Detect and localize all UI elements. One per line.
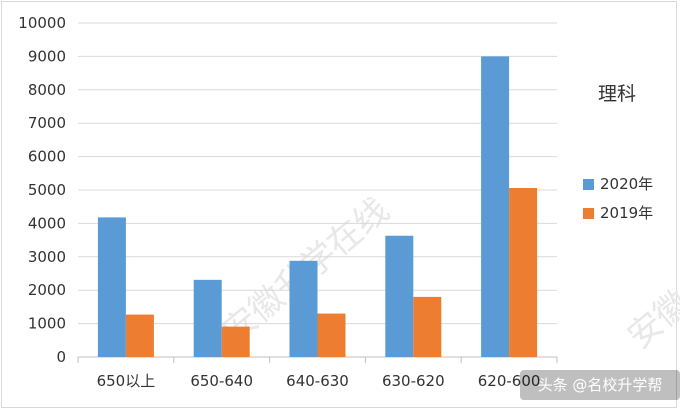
bars <box>97 56 538 358</box>
y-tick-label: 4000 <box>28 214 66 232</box>
legend-label: 2020年 <box>600 175 653 193</box>
x-axis: 650以上 650-640 640-630 630-620 620-600 <box>77 357 558 390</box>
bar-series1 <box>481 56 510 358</box>
y-tick-label: 9000 <box>28 47 66 65</box>
y-tick-label: 6000 <box>28 148 66 166</box>
y-tick-label: 8000 <box>28 81 66 99</box>
bar-series2 <box>125 314 154 357</box>
bar-series2 <box>509 187 538 357</box>
watermark-text-side: 安徽 <box>620 283 680 357</box>
bar-series2 <box>221 326 250 357</box>
y-axis: 0 1000 2000 3000 4000 5000 6000 7000 8000 9000 100… <box>18 14 66 366</box>
credit-background <box>520 370 680 400</box>
legend-title: 理科 <box>598 83 636 105</box>
x-tick-label: 620-600 <box>478 372 541 390</box>
legend-swatch <box>583 208 594 219</box>
y-tick-label: 0 <box>56 348 66 366</box>
credit-badge: 头条 @名校升学帮 <box>520 370 680 400</box>
bar-series2 <box>317 313 346 357</box>
y-tick-label: 1000 <box>28 315 66 333</box>
y-tick-label: 5000 <box>28 181 66 199</box>
y-tick-label: 10000 <box>18 14 66 32</box>
x-tick-label: 630-620 <box>382 372 445 390</box>
bar-series1 <box>385 235 414 357</box>
y-tick-label: 2000 <box>28 281 66 299</box>
legend-label: 2019年 <box>600 204 653 222</box>
x-tick-label: 650以上 <box>97 372 156 390</box>
gridlines <box>78 22 557 358</box>
credit-text: 头条 @名校升学帮 <box>538 376 663 394</box>
bar-series1 <box>289 260 318 357</box>
legend-swatch <box>583 179 594 190</box>
y-tick-label: 3000 <box>28 248 66 266</box>
legend: 理科 2020年 2019年 <box>583 83 653 222</box>
bar-series2 <box>413 296 442 357</box>
x-tick-label: 640-630 <box>286 372 349 390</box>
x-tick-label: 650-640 <box>190 372 253 390</box>
bar-series1 <box>97 217 126 357</box>
y-tick-label: 7000 <box>28 114 66 132</box>
bar-series1 <box>193 279 222 357</box>
